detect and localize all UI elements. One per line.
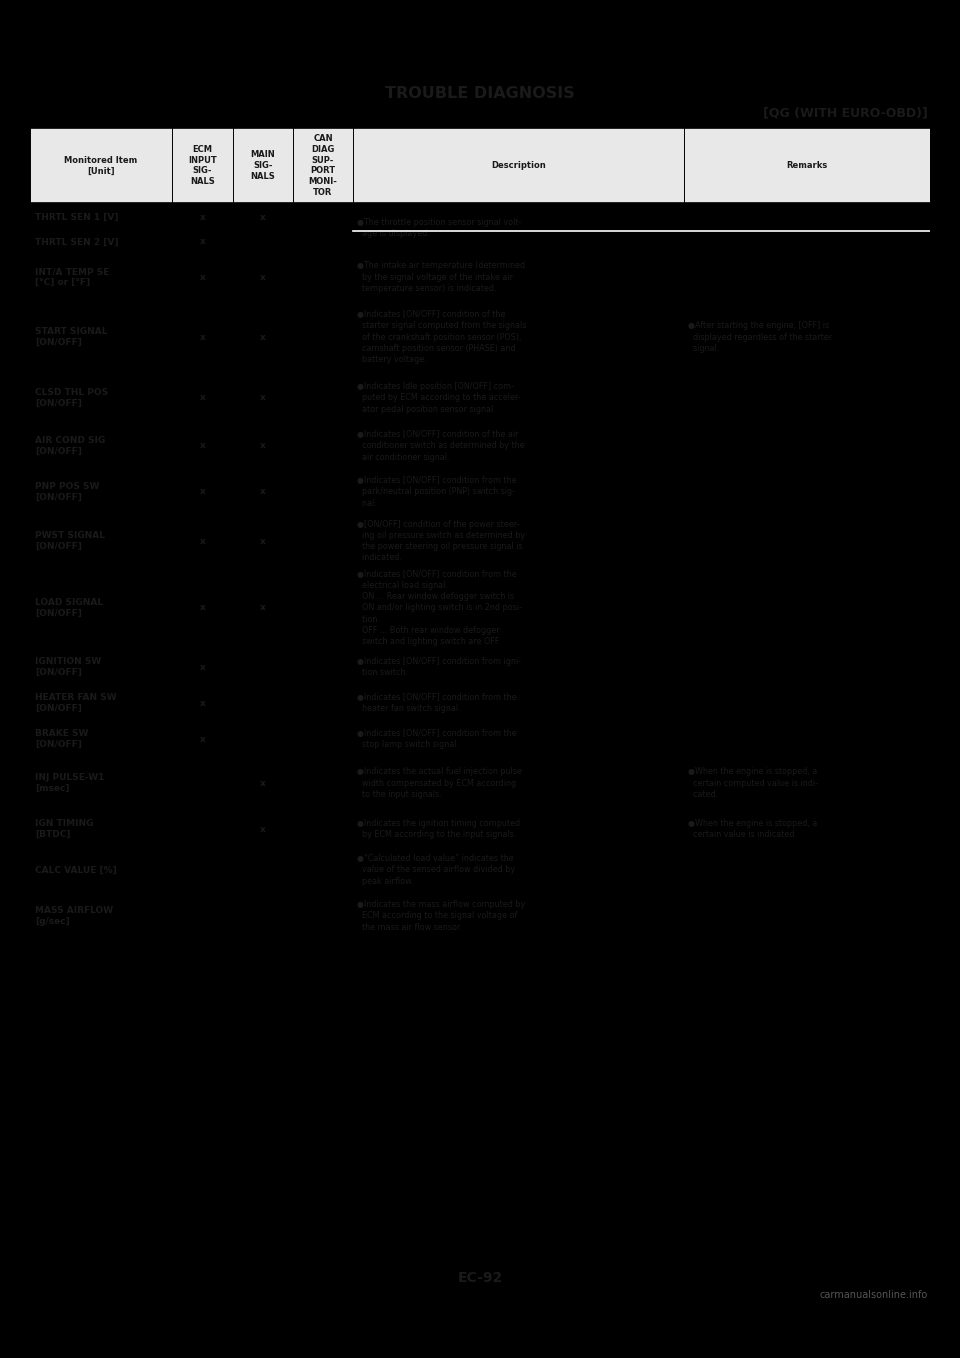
Text: CAN
DIAG
SUP-
PORT
MONI-
TOR: CAN DIAG SUP- PORT MONI- TOR — [308, 134, 337, 197]
Text: x: x — [260, 488, 266, 497]
Text: Remarks: Remarks — [786, 162, 828, 170]
Text: EC-92: EC-92 — [457, 1271, 503, 1285]
Text: THRTL SEN 2 [V]: THRTL SEN 2 [V] — [35, 238, 118, 247]
Text: START SIGNAL
[ON/OFF]: START SIGNAL [ON/OFF] — [35, 327, 108, 346]
Text: x: x — [260, 394, 266, 402]
Text: x: x — [260, 778, 266, 788]
Text: ●Indicates [ON/OFF] condition from the
  park/neutral position (PNP) switch sig-: ●Indicates [ON/OFF] condition from the p… — [357, 477, 516, 508]
Text: x: x — [200, 333, 205, 341]
Text: BRAKE SW
[ON/OFF]: BRAKE SW [ON/OFF] — [35, 729, 88, 748]
Text: INJ PULSE-W1
[msec]: INJ PULSE-W1 [msec] — [35, 773, 105, 793]
Text: HEATER FAN SW
[ON/OFF]: HEATER FAN SW [ON/OFF] — [35, 694, 116, 713]
Text: ●[ON/OFF] condition of the power steer-
  ing oil pressure switch as determined : ●[ON/OFF] condition of the power steer- … — [357, 520, 525, 562]
Text: PWST SIGNAL
[ON/OFF]: PWST SIGNAL [ON/OFF] — [35, 531, 105, 551]
Text: x: x — [260, 536, 266, 546]
Text: Description: Description — [492, 162, 546, 170]
Text: ●Indicates [ON/OFF] condition of the
  starter signal computed from the signals
: ●Indicates [ON/OFF] condition of the sta… — [357, 310, 526, 364]
Text: x: x — [260, 273, 266, 281]
Text: x: x — [200, 212, 205, 221]
Text: ●Indicates the mass airflow computed by
  ECM according to the signal voltage of: ●Indicates the mass airflow computed by … — [357, 900, 525, 932]
Text: x: x — [260, 824, 266, 834]
Text: THRTL SEN 1 [V]: THRTL SEN 1 [V] — [35, 212, 118, 221]
Text: AIR COND SIG
[ON/OFF]: AIR COND SIG [ON/OFF] — [35, 436, 106, 456]
Text: ●When the engine is stopped, a
  certain value is indicated.: ●When the engine is stopped, a certain v… — [688, 819, 818, 839]
Text: x: x — [200, 441, 205, 451]
Text: ●Indicates Idle position [ON/OFF] com-
  puted by ECM according to the acceler-
: ●Indicates Idle position [ON/OFF] com- p… — [357, 383, 521, 414]
Text: IGNITION SW
[ON/OFF]: IGNITION SW [ON/OFF] — [35, 657, 101, 676]
Text: ●Indicates [ON/OFF] condition from the
  stop lamp switch signal.: ●Indicates [ON/OFF] condition from the s… — [357, 729, 516, 750]
Text: x: x — [200, 238, 205, 247]
Text: Monitored Item
[Unit]: Monitored Item [Unit] — [64, 156, 137, 175]
Text: [QG (WITH EURO-OBD)]: [QG (WITH EURO-OBD)] — [763, 106, 928, 120]
Text: LOAD SIGNAL
[ON/OFF]: LOAD SIGNAL [ON/OFF] — [35, 599, 103, 618]
Text: x: x — [200, 488, 205, 497]
Text: x: x — [260, 333, 266, 341]
Text: MASS AIRFLOW
[g/sec]: MASS AIRFLOW [g/sec] — [35, 906, 113, 926]
Text: x: x — [200, 603, 205, 612]
Text: carmanualsonline.info: carmanualsonline.info — [820, 1290, 928, 1300]
Text: ●Indicates the ignition timing computed
  by ECM according to the input signals.: ●Indicates the ignition timing computed … — [357, 819, 520, 839]
Text: ●Indicates the actual fuel injection pulse
  width compensated by ECM according
: ●Indicates the actual fuel injection pul… — [357, 767, 522, 799]
Text: ECM
INPUT
SIG-
NALS: ECM INPUT SIG- NALS — [188, 145, 217, 186]
Text: ●After starting the engine, [OFF] is
  displayed regardless of the starter
  sig: ●After starting the engine, [OFF] is dis… — [688, 322, 832, 353]
Text: ●Indicates [ON/OFF] condition from igni-
  tion switch.: ●Indicates [ON/OFF] condition from igni-… — [357, 657, 521, 678]
Text: x: x — [200, 394, 205, 402]
Text: MAIN
SIG-
NALS: MAIN SIG- NALS — [251, 151, 275, 181]
Text: ●The intake air temperature (determined
  by the signal voltage of the intake ai: ●The intake air temperature (determined … — [357, 261, 525, 292]
Text: PNP POS SW
[ON/OFF]: PNP POS SW [ON/OFF] — [35, 482, 100, 501]
Text: x: x — [200, 698, 205, 708]
Text: x: x — [200, 663, 205, 671]
Text: ●Indicates [ON/OFF] condition from the
  electrical load signal.
  ON ... Rear w: ●Indicates [ON/OFF] condition from the e… — [357, 570, 522, 646]
Text: CLSD THL POS
[ON/OFF]: CLSD THL POS [ON/OFF] — [35, 388, 108, 407]
Text: TROUBLE DIAGNOSIS: TROUBLE DIAGNOSIS — [385, 86, 575, 100]
Text: INT/A TEMP SE
[°C] or [°F]: INT/A TEMP SE [°C] or [°F] — [35, 268, 109, 287]
Text: ●“Calculated load value” indicates the
  value of the sensed airflow divided by
: ●“Calculated load value” indicates the v… — [357, 854, 516, 885]
Text: ●The throttle position sensor signal volt-
  age is displayed.: ●The throttle position sensor signal vol… — [357, 217, 521, 238]
Text: IGN TIMING
[BTDC]: IGN TIMING [BTDC] — [35, 819, 93, 839]
Text: x: x — [260, 212, 266, 221]
Text: ●When the engine is stopped, a
  certain computed value is indi-
  cated.: ●When the engine is stopped, a certain c… — [688, 767, 818, 799]
Text: ●Indicates [ON/OFF] condition of the air
  conditioner switch as determined by t: ●Indicates [ON/OFF] condition of the air… — [357, 430, 525, 462]
Text: x: x — [200, 536, 205, 546]
Text: x: x — [200, 735, 205, 743]
Text: x: x — [200, 273, 205, 281]
Text: CALC VALUE [%]: CALC VALUE [%] — [35, 865, 117, 875]
Text: x: x — [260, 441, 266, 451]
Text: x: x — [260, 603, 266, 612]
Text: ●Indicates [ON/OFF] condition from the
  heater fan switch signal.: ●Indicates [ON/OFF] condition from the h… — [357, 693, 516, 713]
Bar — [30, 128, 930, 202]
